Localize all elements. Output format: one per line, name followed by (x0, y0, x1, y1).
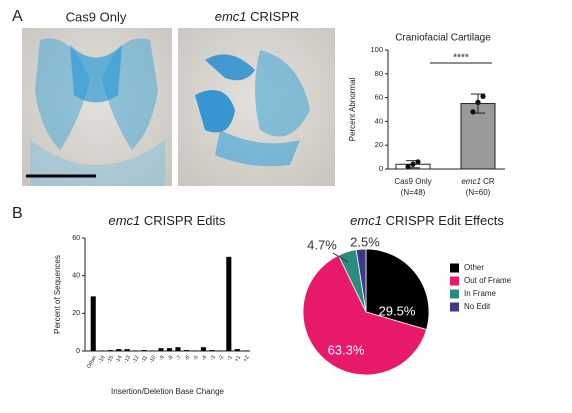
x-tick-label: -13 (123, 355, 132, 365)
x-tick-label: (N=48) (401, 188, 426, 197)
bar (133, 350, 139, 351)
legend-label: Out of Frame (464, 276, 512, 285)
data-label: 2.5% (350, 234, 380, 249)
panel-label: B (12, 205, 23, 222)
pie-slice (302, 254, 427, 376)
y-tick-label: 40 (72, 273, 80, 280)
x-tick-label: -11 (140, 355, 149, 365)
data-point (415, 159, 421, 165)
x-tick-label: +2 (242, 355, 250, 363)
bar (166, 348, 173, 351)
x-tick-label: -9 (158, 355, 166, 362)
x-tick-label: -12 (131, 355, 140, 365)
x-tick-label: -8 (167, 355, 175, 362)
image-title: Cas9 Only (66, 9, 127, 24)
x-tick-label: -4 (201, 355, 209, 362)
legend-swatch (450, 276, 459, 286)
data-label: 29.5% (379, 303, 416, 318)
legend-swatch (450, 263, 459, 273)
bar (209, 350, 215, 351)
x-tick-label: -6 (184, 355, 192, 362)
legend-label: No Edit (464, 302, 491, 311)
chart-title: Craniofacial Cartilage (395, 33, 491, 44)
bar (99, 350, 105, 351)
legend-label: In Frame (464, 289, 497, 298)
bar (150, 350, 156, 351)
chart-title: emc1 CRISPR Edits (108, 213, 226, 228)
x-tick-label: emc1 CR (461, 177, 495, 186)
data-point (410, 161, 416, 167)
legend-swatch (450, 302, 459, 312)
x-tick-label: -15 (106, 355, 115, 365)
bar (192, 350, 198, 351)
legend-label: Other (464, 263, 484, 272)
legend-swatch (450, 289, 459, 299)
x-tick-label: -7 (175, 355, 183, 362)
x-axis-label: Insertion/Deletion Base Change (111, 387, 225, 396)
bar (158, 348, 164, 351)
x-tick-label: -1 (226, 355, 234, 362)
panel-label: A (12, 8, 23, 25)
y-axis-label: Percent Abnormal (348, 77, 357, 141)
data-point (475, 99, 481, 105)
y-tick-label: 20 (72, 310, 80, 317)
data-point (470, 109, 476, 115)
data-label: 4.7% (307, 237, 337, 252)
annotation: **** (453, 53, 469, 64)
pie-slice (355, 248, 367, 313)
y-axis-label: Percent of Sequences (53, 255, 62, 334)
pie-slice (365, 248, 430, 331)
leader-line (332, 252, 349, 263)
bar (107, 350, 113, 351)
y-tick-label: 40 (375, 116, 383, 125)
data-point (405, 164, 411, 170)
x-tick-label: -3 (209, 355, 217, 362)
x-tick-label: -5 (192, 355, 200, 362)
x-tick-label: -16 (98, 355, 107, 365)
y-tick-label: 60 (375, 93, 383, 102)
x-tick-label: (N=60) (466, 188, 491, 197)
chart-title: emc1 CRISPR Edit Effects (350, 213, 504, 228)
photo (178, 28, 335, 186)
bar (217, 350, 223, 351)
y-tick-label: 0 (379, 164, 383, 173)
x-tick-label: Cas9 Only (394, 177, 431, 186)
photo (22, 28, 172, 186)
x-tick-label: -14 (114, 355, 123, 365)
bar (234, 349, 240, 351)
bar (226, 256, 232, 351)
y-tick-label: 80 (375, 69, 383, 78)
bar (124, 349, 130, 351)
bar (90, 296, 96, 351)
data-label: 63.3% (328, 342, 365, 357)
bar (175, 347, 181, 351)
data-point (480, 93, 486, 100)
y-tick-label: 100 (370, 45, 383, 54)
bar (116, 349, 122, 351)
bar (460, 103, 496, 170)
y-tick-label: 0 (76, 348, 80, 355)
bar (141, 350, 147, 351)
y-tick-label: 20 (375, 140, 383, 149)
bar (183, 350, 189, 351)
y-tick-label: 60 (72, 235, 80, 242)
x-tick-label: +1 (234, 355, 242, 363)
leader-line (359, 251, 363, 259)
image-title: emc1 CRISPR (215, 9, 300, 24)
x-tick-label: -2 (218, 355, 226, 362)
bar (200, 347, 206, 351)
x-tick-label: -10 (148, 355, 157, 365)
bar (243, 350, 249, 351)
